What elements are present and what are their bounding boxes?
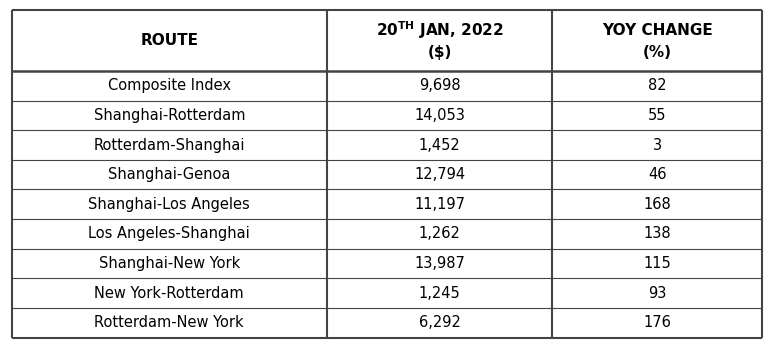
Text: Rotterdam-Shanghai: Rotterdam-Shanghai [94,137,245,152]
Text: 46: 46 [648,167,666,182]
Text: 3: 3 [652,137,662,152]
Text: Shanghai-Rotterdam: Shanghai-Rotterdam [94,108,245,123]
Text: 168: 168 [643,197,671,212]
Bar [12,160,327,189]
Bar [12,249,327,278]
Bar [12,189,327,219]
Bar [552,160,762,189]
Text: 176: 176 [643,315,671,330]
Bar [327,308,552,338]
Bar [552,308,762,338]
Text: ($): ($) [427,45,452,60]
Text: 20$^{\mathbf{TH}}$ JAN, 2022: 20$^{\mathbf{TH}}$ JAN, 2022 [375,19,504,41]
Bar [12,71,327,101]
Bar [552,249,762,278]
Text: 12,794: 12,794 [414,167,465,182]
Text: 1,452: 1,452 [419,137,461,152]
Text: 1,262: 1,262 [419,227,461,242]
Bar [12,130,327,160]
Text: 1,245: 1,245 [419,286,461,301]
Text: Rotterdam-New York: Rotterdam-New York [94,315,244,330]
Bar [552,130,762,160]
Bar [327,189,552,219]
Bar [12,308,327,338]
Text: 13,987: 13,987 [414,256,465,271]
Text: Shanghai-Genoa: Shanghai-Genoa [108,167,231,182]
Text: 138: 138 [643,227,671,242]
Text: Composite Index: Composite Index [108,78,231,93]
Text: 11,197: 11,197 [414,197,465,212]
Bar [12,278,327,308]
Bar [12,101,327,130]
Bar [327,71,552,101]
Text: New York-Rotterdam: New York-Rotterdam [94,286,244,301]
Text: ROUTE: ROUTE [140,33,198,48]
Text: (%): (%) [642,45,672,60]
Bar [327,10,552,71]
Bar [552,189,762,219]
Text: Shanghai-Los Angeles: Shanghai-Los Angeles [88,197,250,212]
Bar [12,10,327,71]
Bar [327,101,552,130]
Bar [552,10,762,71]
Bar [12,219,327,249]
Bar [327,130,552,160]
Bar [327,219,552,249]
Bar [552,71,762,101]
Bar [327,160,552,189]
Text: 9,698: 9,698 [419,78,461,93]
Bar [552,219,762,249]
Bar [327,278,552,308]
Text: Los Angeles-Shanghai: Los Angeles-Shanghai [88,227,250,242]
Text: 55: 55 [648,108,666,123]
Text: 115: 115 [643,256,671,271]
Text: 6,292: 6,292 [419,315,461,330]
Text: 14,053: 14,053 [414,108,465,123]
Bar [552,101,762,130]
Bar [327,249,552,278]
Text: 93: 93 [648,286,666,301]
Bar [552,278,762,308]
Text: YOY CHANGE: YOY CHANGE [602,23,713,38]
Text: Shanghai-New York: Shanghai-New York [98,256,240,271]
Text: 82: 82 [648,78,666,93]
